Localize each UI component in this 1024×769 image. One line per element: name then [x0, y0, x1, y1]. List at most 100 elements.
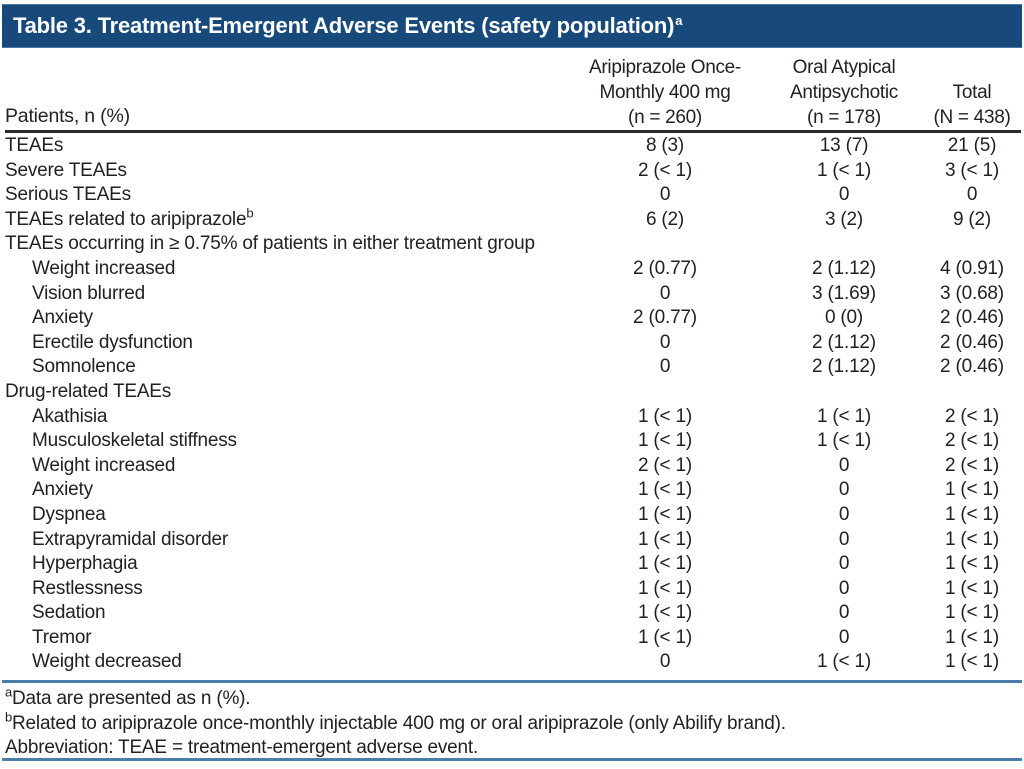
row-label: Extrapyramidal disorder [32, 528, 229, 550]
cell-value: 9 (2) [952, 208, 992, 230]
row-header-label: Patients, n (%) [5, 105, 130, 127]
column-header-line: Monthly 400 mg [599, 82, 731, 103]
row-label: Somnolence [32, 356, 136, 378]
row-label: Akathisia [32, 405, 108, 427]
column-header-line: (n = 260) [628, 107, 702, 128]
cell-value: 0 [659, 184, 671, 206]
table-row: Extrapyramidal disorder 1 (< 1) 0 1 (< 1) [5, 528, 1021, 553]
footnote-line: Abbreviation: TEAE = treatment-emergent … [5, 737, 479, 758]
cell-value: 2 (0.46) [940, 307, 1004, 329]
table-row: TEAEs related to aripiprazoleb 6 (2) 3 (2)… [5, 205, 1021, 233]
footnote-divider-rule [2, 680, 1022, 683]
table-title: Table 3. Treatment-Emergent Adverse Even… [13, 12, 683, 38]
cell-value: 2 (1.12) [812, 356, 876, 378]
column-header-line: (N = 438) [933, 107, 1011, 128]
cell-value: 8 (3) [645, 135, 685, 156]
column-header-line: Aripiprazole Once- [589, 57, 741, 78]
cell-value: 1 (< 1) [637, 479, 693, 501]
table-row: TEAEs occurring in ≥ 0.75% of patients i… [5, 232, 1021, 257]
row-label: Vision blurred [32, 282, 146, 304]
column-header-aripiprazole: Aripiprazole Once- Monthly 400 mg (n = 2… [565, 52, 765, 130]
row-label: Serious TEAEs [5, 184, 131, 206]
cell-value: 2 (1.12) [812, 331, 876, 353]
table-row: Dyspnea 1 (< 1) 0 1 (< 1) [5, 503, 1021, 528]
cell-value: 0 [838, 553, 850, 575]
cell-value [765, 232, 923, 257]
row-label: Drug-related TEAEs [5, 380, 172, 402]
column-header-line: Total [952, 82, 992, 103]
cell-value: 2 (< 1) [944, 454, 1000, 476]
table-row: Vision blurred 0 3 (1.69) 3 (0.68) [5, 282, 1021, 307]
table-row: Erectile dysfunction 0 2 (1.12) 2 (0.46) [5, 331, 1021, 356]
cell-value: 0 [838, 184, 850, 206]
header-divider-rule [5, 130, 1021, 133]
footnote-marker: a [5, 684, 13, 700]
cell-value [565, 232, 765, 257]
table-row: Restlessness 1 (< 1) 0 1 (< 1) [5, 577, 1021, 602]
cell-value: 3 (1.69) [812, 282, 876, 304]
row-label: TEAEs related to aripiprazoleb [5, 205, 254, 230]
cell-value: 1 (< 1) [637, 602, 693, 624]
table-row: Somnolence 0 2 (1.12) 2 (0.46) [5, 355, 1021, 380]
cell-value: 1 (< 1) [944, 503, 1000, 525]
row-label: Weight increased [32, 257, 176, 279]
cell-value: 0 [838, 577, 850, 599]
cell-value: 1 (< 1) [816, 651, 872, 673]
bottom-rule [2, 758, 1022, 761]
cell-value: 0 [838, 626, 850, 648]
table-row: Drug-related TEAEs [5, 380, 1021, 405]
footnote-marker: b [5, 709, 13, 725]
table-row: Weight increased 2 (< 1) 0 2 (< 1) [5, 454, 1021, 479]
cell-value: 1 (< 1) [816, 405, 872, 427]
cell-value: 3 (0.68) [940, 282, 1004, 304]
cell-value: 1 (< 1) [637, 528, 693, 550]
cell-value: 1 (< 1) [944, 577, 1000, 599]
cell-value: 1 (< 1) [944, 553, 1000, 575]
cell-value: 2 (< 1) [944, 430, 1000, 452]
table-body: TEAEs 8 (3) 13 (7) 21 (5) Severe TEAEs 2 (< 1… [5, 134, 1021, 675]
cell-value: 2 (0.77) [633, 307, 697, 329]
cell-value: 1 (< 1) [816, 159, 872, 181]
row-label: Anxiety [32, 307, 93, 329]
row-label: Musculoskeletal stiffness [32, 430, 237, 452]
table-row: Anxiety 1 (< 1) 0 1 (< 1) [5, 478, 1021, 503]
cell-value: 1 (< 1) [944, 651, 1000, 673]
title-footnote-marker: a [675, 12, 683, 28]
cell-value: 0 [838, 528, 850, 550]
row-label: Anxiety [32, 479, 93, 501]
cell-value: 1 (< 1) [637, 405, 693, 427]
cell-value: 1 (< 1) [944, 602, 1000, 624]
cell-value: 6 (2) [645, 208, 685, 230]
cell-value: 2 (< 1) [637, 159, 693, 181]
row-label: Dyspnea [32, 503, 106, 525]
cell-value [765, 380, 923, 405]
row-label: TEAEs occurring in ≥ 0.75% of patients i… [5, 233, 535, 255]
table-row: Anxiety 2 (0.77) 0 (0) 2 (0.46) [5, 306, 1021, 331]
cell-value: 0 [659, 651, 671, 673]
cell-value: 0 (0) [824, 307, 864, 329]
cell-value: 1 (< 1) [637, 503, 693, 525]
table-row: TEAEs 8 (3) 13 (7) 21 (5) [5, 134, 1021, 159]
cell-value: 1 (< 1) [637, 626, 693, 648]
row-label: Weight decreased [32, 651, 182, 673]
cell-value: 0 [659, 356, 671, 378]
cell-value: 2 (1.12) [812, 257, 876, 279]
cell-value: 2 (< 1) [944, 405, 1000, 427]
row-label: TEAEs [5, 135, 64, 156]
table-row: Hyperphagia 1 (< 1) 0 1 (< 1) [5, 552, 1021, 577]
column-header-row: Patients, n (%) Aripiprazole Once- Month… [5, 52, 1021, 130]
cell-value: 21 (5) [947, 135, 997, 156]
table-row: Serious TEAEs 0 0 0 [5, 183, 1021, 208]
column-header-line: Antipsychotic [789, 82, 899, 103]
cell-value: 1 (< 1) [944, 479, 1000, 501]
row-label: Severe TEAEs [5, 159, 127, 181]
cell-value: 0 [966, 184, 978, 206]
cell-value: 2 (0.77) [633, 257, 697, 279]
row-label: Tremor [32, 626, 92, 648]
table-row: Akathisia 1 (< 1) 1 (< 1) 2 (< 1) [5, 405, 1021, 430]
cell-value: 0 [838, 454, 850, 476]
cell-value: 3 (< 1) [944, 159, 1000, 181]
cell-value: 0 [838, 602, 850, 624]
footnotes: aData are presented as n (%). bRelated to… [5, 684, 1021, 761]
table-row: Musculoskeletal stiffness 1 (< 1) 1 (< 1) 2… [5, 429, 1021, 454]
